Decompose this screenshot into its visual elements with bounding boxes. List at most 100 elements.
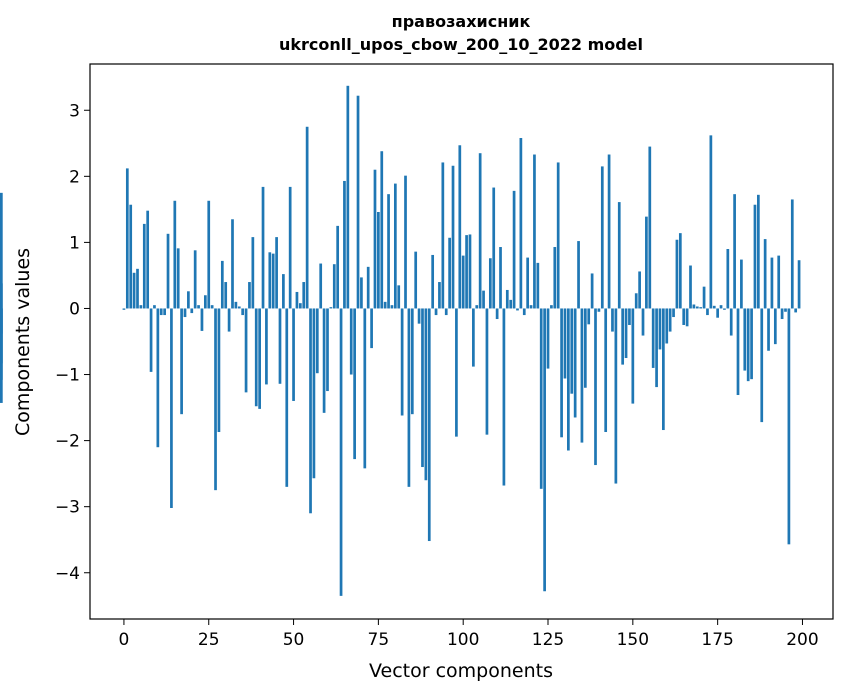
bar-166	[685, 308, 689, 327]
bar-131	[567, 308, 570, 451]
bar-83	[404, 175, 407, 309]
chart-subtitle: ukrconll_upos_cbow_200_10_2022 model	[279, 35, 643, 54]
x-tick-label: 25	[198, 630, 220, 650]
bar-36	[244, 308, 248, 393]
bar-45	[275, 237, 278, 309]
bar-99	[458, 145, 462, 309]
bar-34	[237, 306, 241, 309]
bar-6	[142, 223, 146, 309]
bar-28	[217, 308, 221, 433]
bar-165	[682, 308, 686, 325]
y-tick-label: −4	[55, 564, 80, 584]
bars-group	[0, 85, 801, 596]
bar-151	[634, 293, 638, 309]
bar-167	[689, 265, 692, 309]
bar-0	[122, 308, 126, 310]
bar-26	[210, 305, 214, 309]
bar-121	[533, 154, 536, 309]
y-tick-label: 0	[69, 299, 80, 319]
bar-111	[499, 247, 502, 309]
bar-56	[312, 308, 316, 479]
bar-42	[265, 308, 268, 385]
bar-149	[628, 308, 631, 325]
bar-126	[550, 305, 553, 309]
bar-23	[200, 308, 204, 331]
bar-136	[583, 308, 587, 388]
bar-187	[757, 194, 760, 309]
bar-64	[339, 308, 343, 596]
bar-55	[309, 308, 312, 514]
bar-147	[621, 308, 625, 365]
bar-60	[326, 308, 329, 392]
bar-82	[400, 308, 404, 416]
bar-61	[329, 307, 333, 309]
bar-46	[278, 308, 282, 384]
bar-90	[427, 308, 431, 542]
bar-59	[322, 308, 326, 413]
bar-170	[699, 307, 703, 309]
bar-191	[770, 257, 774, 309]
bar-38	[251, 237, 255, 309]
bar-21	[193, 250, 197, 309]
bar-120	[529, 305, 533, 309]
bar-3	[132, 272, 136, 309]
bar-157	[655, 308, 658, 388]
chart-title: правозахисник	[392, 12, 531, 31]
bar-168	[692, 304, 696, 309]
bar-134	[577, 241, 580, 309]
bar-155	[648, 146, 652, 309]
bar-159	[662, 308, 665, 431]
bar-130	[563, 308, 567, 379]
bar-183	[743, 308, 747, 371]
x-tick-label: 125	[532, 630, 564, 650]
bar-146	[617, 202, 621, 309]
bar-8	[149, 308, 153, 372]
bar-185	[750, 308, 753, 380]
bar-52	[298, 303, 302, 309]
bar-123	[539, 308, 543, 489]
bar-66	[346, 85, 350, 309]
bar-153	[641, 308, 645, 336]
x-tick-label: 175	[701, 630, 733, 650]
bar-51	[295, 291, 299, 309]
bar-undefined	[0, 192, 3, 309]
bar-186	[753, 204, 757, 309]
bar-101	[465, 235, 468, 309]
bar-77	[383, 301, 387, 309]
bar-33	[234, 301, 238, 309]
bar-39	[254, 308, 258, 407]
y-tick-label: 1	[69, 233, 80, 253]
bar-50	[292, 308, 295, 401]
bar-62	[332, 264, 336, 309]
bar-17	[180, 308, 183, 415]
bar-25	[207, 200, 211, 309]
x-tick-label: 50	[283, 630, 305, 650]
bar-192	[773, 308, 777, 345]
y-tick-label: 3	[69, 101, 80, 121]
bar-172	[706, 308, 709, 316]
bar-127	[553, 247, 557, 309]
bar-87	[417, 308, 421, 324]
bar-72	[366, 266, 370, 309]
bar-5	[139, 305, 143, 309]
bar-undefined	[0, 308, 3, 364]
bar-145	[614, 308, 618, 484]
bar-179	[729, 308, 733, 336]
bar-154	[645, 216, 648, 309]
bar-156	[651, 308, 655, 368]
bar-173	[709, 135, 713, 309]
plot-frame	[89, 63, 834, 620]
bar-105	[478, 153, 482, 309]
bar-49	[288, 186, 292, 309]
bar-182	[740, 259, 743, 309]
bar-195	[784, 308, 787, 312]
bar-96	[448, 237, 451, 309]
bar-189	[763, 239, 767, 309]
bar-84	[407, 308, 411, 487]
bar-118	[522, 308, 526, 316]
bar-140	[597, 308, 601, 312]
bar-150	[631, 308, 635, 404]
bar-160	[665, 308, 669, 344]
bar-22	[197, 305, 200, 309]
